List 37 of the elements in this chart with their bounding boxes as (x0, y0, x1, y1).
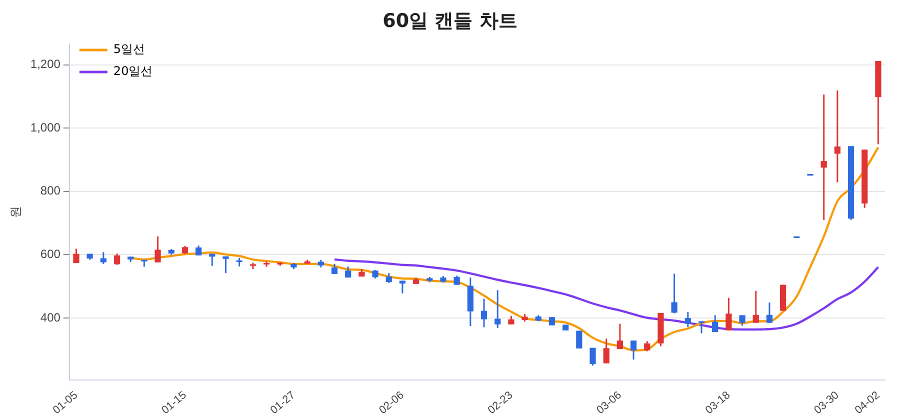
candlestick (834, 90, 840, 183)
y-tick-label: 600 (40, 247, 61, 262)
candlestick (386, 272, 392, 284)
candlestick (644, 340, 650, 352)
candlestick (603, 338, 610, 364)
candlestick (616, 323, 623, 350)
candlestick (480, 298, 488, 328)
y-tick-label: 800 (40, 184, 61, 198)
candlestick (752, 290, 759, 324)
candlestick (222, 256, 229, 274)
candlestick (820, 94, 827, 221)
candlestick (454, 274, 460, 286)
candlestick (726, 297, 732, 332)
candlestick (698, 320, 705, 334)
chart-title: 60일 캔들 차트 (382, 9, 518, 34)
candlestick (154, 236, 161, 264)
candlestick (576, 330, 582, 350)
y-tick-label: 1,200 (30, 57, 61, 72)
legend-label: 5일선 (113, 42, 146, 56)
candlestick (590, 347, 596, 366)
candlestick (196, 244, 202, 256)
candlestick (114, 252, 120, 266)
candlestick (712, 314, 718, 333)
candlestick (671, 272, 678, 314)
candlestick (399, 280, 406, 294)
legend-label: 20일선 (113, 64, 153, 78)
line-series (333, 258, 880, 331)
y-tick-label: 1,000 (30, 120, 61, 134)
y-axis-title: 원 (8, 206, 23, 218)
candlestick (100, 251, 106, 265)
candlestick (630, 340, 637, 360)
candlestick (73, 248, 80, 264)
y-tick-label: 400 (40, 310, 61, 324)
candlestick (739, 314, 746, 326)
candlestick (684, 311, 691, 328)
candlestick (494, 289, 501, 329)
candlestick (766, 302, 773, 324)
